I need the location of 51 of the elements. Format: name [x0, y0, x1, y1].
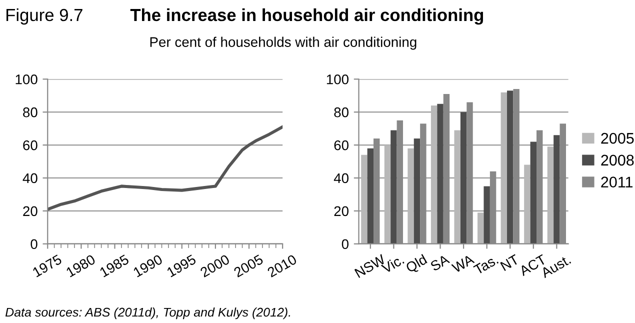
- x-tick-label: Qld: [404, 254, 429, 276]
- legend-label: 2008: [601, 154, 634, 166]
- y-tick-label: 60: [23, 140, 38, 150]
- bar: [430, 105, 438, 244]
- bar: [554, 135, 560, 244]
- text: Data sources: ABS (2011d), Topp and Kulys (2012).: [5, 307, 290, 320]
- bar: [454, 130, 460, 244]
- x-tick-label: 2010: [266, 254, 298, 278]
- bar: [484, 186, 490, 244]
- y-tick-label: 20: [23, 206, 38, 216]
- bar: [500, 92, 508, 244]
- bar: [530, 142, 537, 244]
- bar: [547, 146, 554, 244]
- bar: [408, 148, 414, 244]
- y-tick-label: 40: [22, 173, 38, 184]
- x-tick-label: Tas.: [473, 254, 499, 275]
- bar: [507, 90, 514, 244]
- bar: [384, 145, 391, 244]
- y-tick-label: 0: [30, 239, 38, 250]
- y-tick-label: 60: [334, 140, 349, 150]
- bar: [414, 138, 420, 244]
- x-tick-label: 1990: [132, 254, 164, 278]
- y-tick-label: 100: [326, 74, 349, 84]
- chart-title: The increase in household air conditioning: [130, 8, 484, 25]
- bar: [361, 154, 368, 244]
- y-tick-label: 80: [23, 107, 38, 118]
- x-tick-label: SA: [430, 254, 450, 272]
- y-tick-label: 80: [334, 107, 349, 118]
- x-tick-label: 1975: [32, 254, 62, 278]
- x-tick-label: 1980: [66, 254, 96, 278]
- x-tick-label: 1985: [99, 254, 130, 278]
- bar: [390, 130, 397, 244]
- x-tick-label: 2005: [233, 254, 264, 278]
- bar: [524, 164, 530, 244]
- x-tick-label: 2000: [200, 254, 230, 278]
- bar: [478, 212, 484, 244]
- legend-label: 2011: [601, 176, 633, 188]
- y-tick-label: 40: [334, 173, 349, 184]
- y-tick-label: 0: [342, 239, 349, 250]
- line-series: [48, 125, 283, 211]
- x-tick-label: NT: [500, 254, 520, 271]
- y-tick-label: 20: [334, 206, 349, 216]
- legend-label: 2005: [601, 132, 634, 144]
- y-tick-label: 100: [16, 74, 38, 84]
- bar: [460, 112, 467, 244]
- bar: [367, 148, 374, 244]
- x-tick-label: WA: [451, 254, 475, 274]
- x-tick-label: 1995: [166, 254, 197, 278]
- caption: Figure 9.7: [6, 8, 82, 25]
- chart-subtitle: Per cent of households with air conditioning: [150, 36, 416, 50]
- bar: [437, 104, 444, 244]
